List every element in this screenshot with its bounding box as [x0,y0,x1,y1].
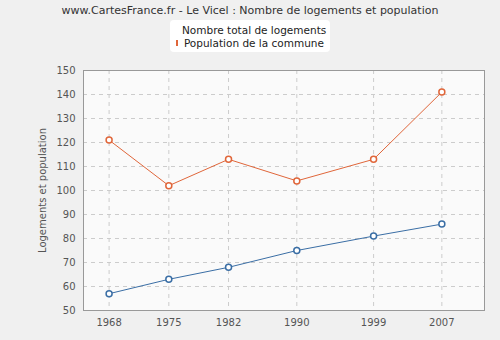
svg-text:1982: 1982 [216,317,241,328]
svg-text:140: 140 [56,89,75,100]
svg-text:90: 90 [63,209,76,220]
svg-text:1990: 1990 [284,317,309,328]
svg-text:120: 120 [56,137,75,148]
svg-text:1968: 1968 [96,317,121,328]
svg-text:100: 100 [56,185,75,196]
svg-text:80: 80 [63,233,76,244]
svg-text:150: 150 [56,65,75,76]
svg-text:70: 70 [63,257,76,268]
svg-text:130: 130 [56,113,75,124]
svg-text:Logements et population: Logements et population [37,128,48,253]
svg-text:1975: 1975 [156,317,181,328]
html-text:Nombre total de logements: Nombre total de logements [182,23,327,36]
svg-text:1999: 1999 [361,317,386,328]
svg-text:50: 50 [63,305,76,316]
svg-text:60: 60 [63,281,76,292]
html-text:Population de la commune: Population de la commune [183,36,324,49]
html-text:www.CartesFrance.fr - Le Vicel: www.CartesFrance.fr - Le Vicel : Nombre … [61,4,439,17]
svg-text:110: 110 [56,161,75,172]
svg-text:2007: 2007 [429,317,454,328]
